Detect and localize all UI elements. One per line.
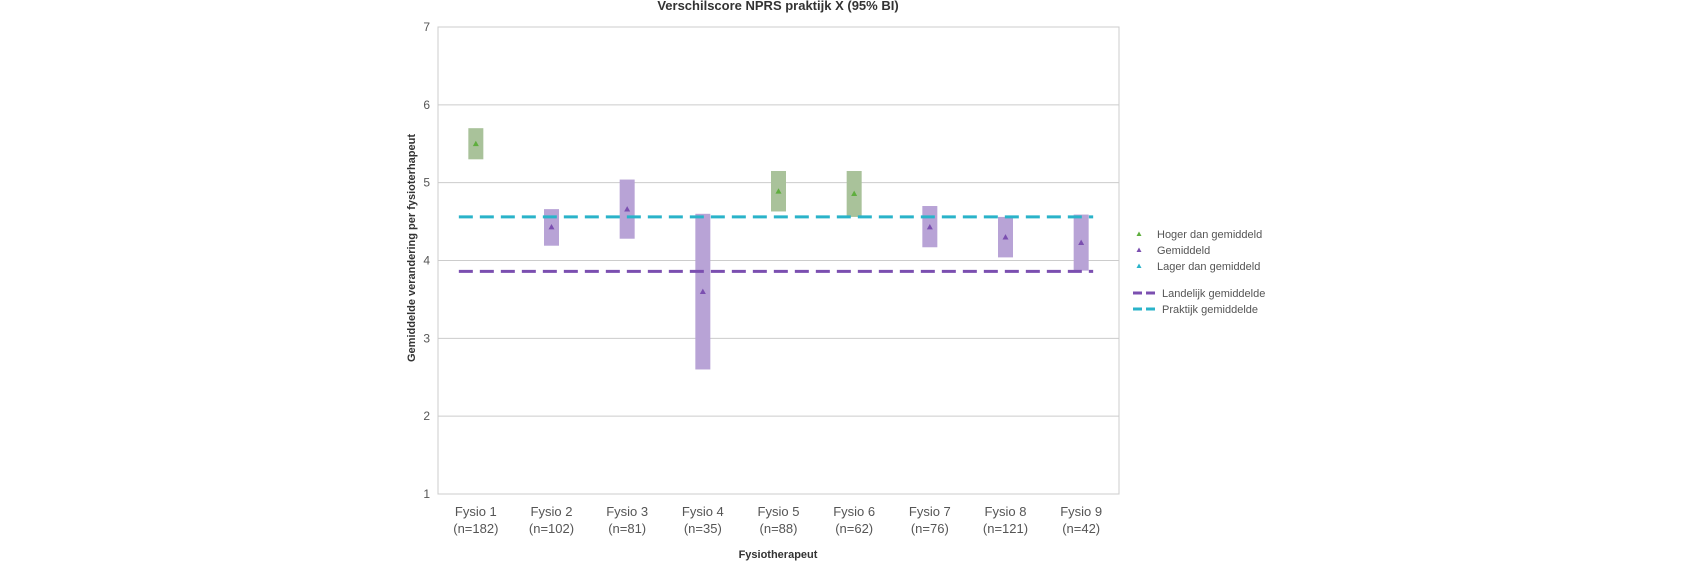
x-category-label: Fysio 6 (833, 504, 875, 519)
mean-marker (548, 224, 555, 230)
mean-marker (624, 206, 631, 212)
legend-label-gemiddeld: Gemiddeld (1157, 245, 1210, 257)
x-category-label: Fysio 4 (682, 504, 724, 519)
legend-label-hoger: Hoger dan gemiddeld (1157, 229, 1262, 241)
x-category-count: (n=81) (608, 521, 646, 536)
legend-marker-gemiddeld (1136, 247, 1142, 252)
gridlines (438, 104, 1119, 417)
x-axis-title: Fysiotherapeut (739, 549, 818, 561)
legend-label-lager: Lager dan gemiddeld (1157, 261, 1260, 273)
y-tick-label: 7 (423, 20, 430, 34)
x-category-label: Fysio 5 (758, 504, 800, 519)
y-axis-ticks: 1 2 3 4 5 6 7 (423, 20, 430, 501)
x-category-count: (n=121) (983, 521, 1028, 536)
mean-marker (775, 188, 782, 194)
mean-marker (851, 190, 858, 196)
y-axis-title: Gemiddelde verandering per fysioterhapeu… (406, 134, 418, 362)
mean-markers (472, 140, 1085, 295)
legend-marker-hoger (1136, 231, 1142, 236)
chart-title: Verschilscore NPRS praktijk X (95% BI) (657, 0, 898, 13)
legend-marker-lager (1136, 263, 1142, 268)
ci-bars (468, 128, 1089, 370)
y-tick-label: 4 (423, 254, 430, 268)
mean-marker (1078, 239, 1085, 245)
y-tick-label: 2 (423, 409, 430, 423)
x-category-label: Fysio 8 (985, 504, 1027, 519)
x-category-count: (n=62) (835, 521, 873, 536)
mean-marker (699, 288, 706, 295)
x-category-count: (n=182) (453, 521, 498, 536)
mean-marker (472, 140, 479, 147)
x-category-label: Fysio 2 (531, 504, 573, 519)
x-category-label: Fysio 3 (606, 504, 648, 519)
x-category-count: (n=102) (529, 521, 574, 536)
y-tick-label: 1 (423, 487, 430, 501)
x-category-count: (n=35) (684, 521, 722, 536)
x-category-label: Fysio 1 (455, 504, 497, 519)
mean-marker (1002, 234, 1009, 240)
reference-lines (458, 215, 1094, 273)
y-tick-label: 5 (423, 176, 430, 190)
x-category-label: Fysio 9 (1060, 504, 1102, 519)
x-category-label: Fysio 7 (909, 504, 951, 519)
y-tick-label: 6 (423, 98, 430, 112)
legend-label-landelijk: Landelijk gemiddelde (1162, 288, 1265, 300)
x-category-count: (n=42) (1062, 521, 1100, 536)
mean-marker (926, 224, 933, 230)
legend: Hoger dan gemiddeld Gemiddeld Lager dan ge… (1133, 229, 1265, 316)
x-category-count: (n=88) (760, 521, 798, 536)
legend-label-praktijk: Praktijk gemiddelde (1162, 304, 1258, 316)
x-axis-labels: Fysio 1 (n=182) Fysio 2 (n=102) Fysio 3 (n=81… (453, 504, 1102, 536)
y-tick-label: 3 (423, 331, 430, 345)
x-category-count: (n=76) (911, 521, 949, 536)
